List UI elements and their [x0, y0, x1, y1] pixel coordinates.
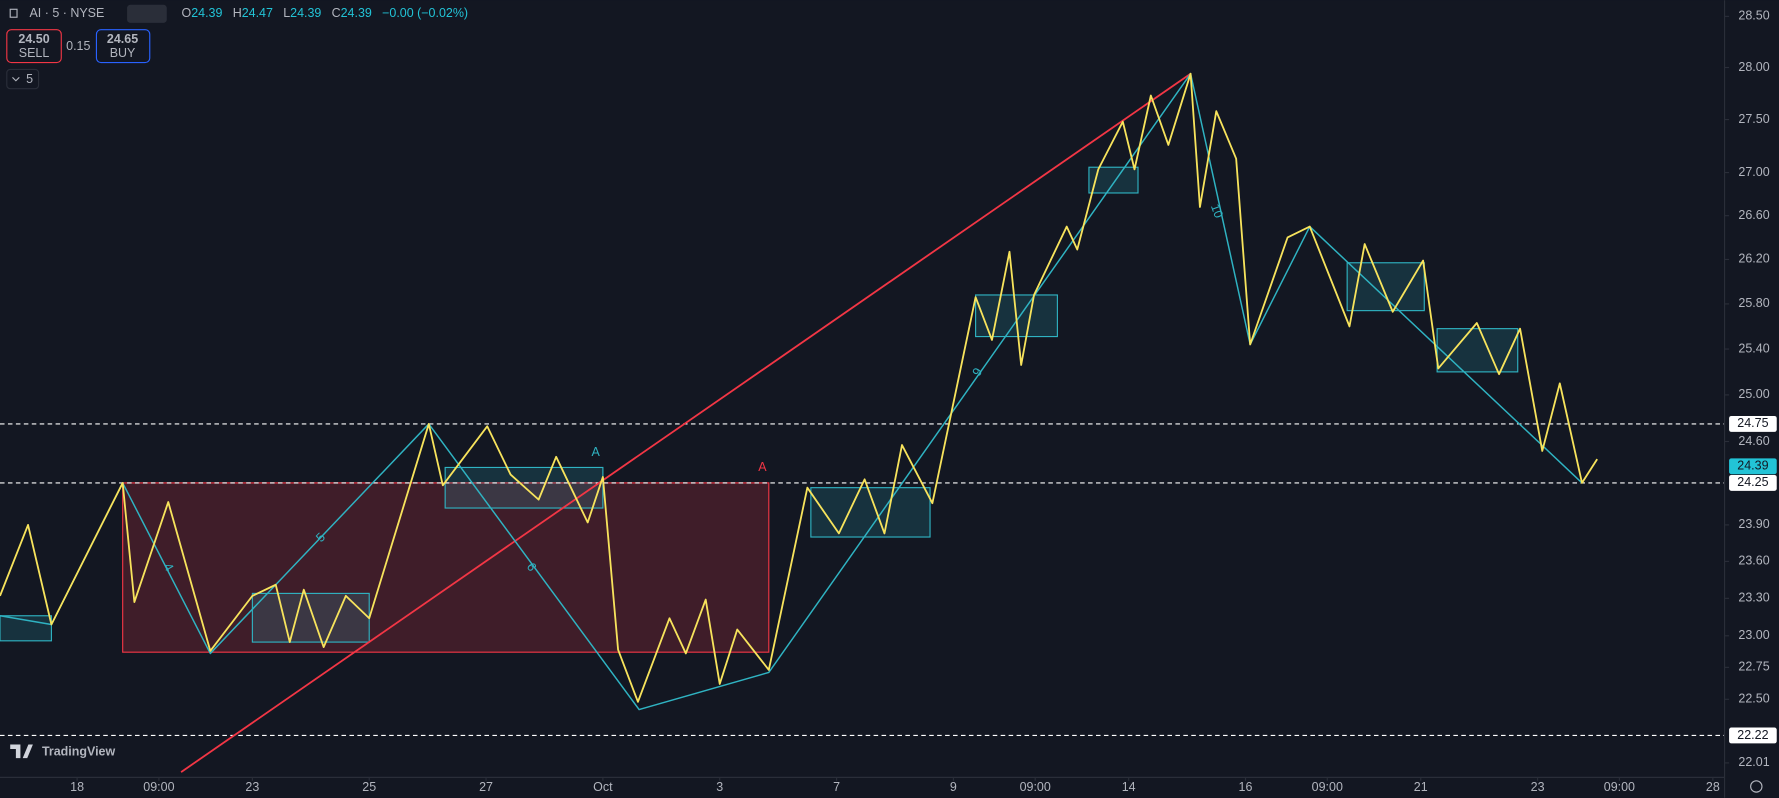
- spread: 0.15: [66, 39, 90, 53]
- y-tick-label: 26.60: [1738, 208, 1769, 222]
- settings-icon[interactable]: [1750, 780, 1763, 793]
- x-tick-label: 09:00: [143, 780, 174, 794]
- ohlc-value: 24.47: [242, 6, 273, 20]
- x-tick-label: 14: [1122, 780, 1136, 794]
- x-tick-label: Oct: [593, 780, 613, 794]
- x-tick-label: 18: [70, 780, 84, 794]
- x-tick-label: 28: [1706, 780, 1720, 794]
- ohlc-key: H: [233, 6, 242, 20]
- x-tick-label: 27: [479, 780, 493, 794]
- logo: TradingView: [42, 745, 116, 759]
- x-tick-label: 3: [716, 780, 723, 794]
- y-tick-label: 25.80: [1738, 296, 1769, 310]
- zigzag-line: [0, 72, 1598, 703]
- price-tag: [1729, 458, 1777, 475]
- x-tick-label: 7: [833, 780, 840, 794]
- y-tick-label: 25.00: [1738, 387, 1769, 401]
- trend-line: [180, 72, 1192, 773]
- x-tick-label: 21: [1414, 780, 1428, 794]
- y-tick-label: 28.50: [1738, 9, 1769, 23]
- x-tick-label: 16: [1239, 780, 1253, 794]
- logo-icon: [10, 744, 33, 759]
- y-tick-label: 24.60: [1738, 434, 1769, 448]
- y-tick-label: 27.50: [1738, 112, 1769, 126]
- menu-icon[interactable]: [9, 8, 18, 18]
- interval: 5: [26, 72, 33, 86]
- y-tick-label: 23.30: [1738, 591, 1769, 605]
- wave-label: 10: [1208, 202, 1226, 220]
- y-tick-label: 23.90: [1738, 517, 1769, 531]
- y-tick-label: 23.60: [1738, 554, 1769, 568]
- sell-label: SELL: [19, 46, 50, 60]
- level-label: 24.25: [1737, 475, 1768, 489]
- box: [251, 592, 370, 643]
- price-label: 24.39: [1737, 459, 1768, 473]
- box: [1088, 166, 1139, 194]
- y-tick-label: 22.50: [1738, 692, 1769, 706]
- box: [1346, 262, 1425, 312]
- symbol[interactable]: AI · 5 · NYSE: [29, 6, 104, 20]
- status-badge[interactable]: [127, 4, 167, 23]
- ohlc-key: O: [182, 6, 192, 20]
- x-tick-label: 23: [245, 780, 259, 794]
- x-tick-label: 09:00: [1020, 780, 1051, 794]
- level-label: 22.22: [1737, 728, 1768, 742]
- wave-label: A: [758, 460, 767, 474]
- level-tag: [1729, 416, 1777, 432]
- x-tick-label: 25: [362, 780, 376, 794]
- ohlc-key: L: [283, 6, 290, 20]
- change: −0.00 (−0.02%): [382, 6, 468, 20]
- y-tick-label: 22.75: [1738, 660, 1769, 674]
- interval-toggle[interactable]: [6, 68, 40, 90]
- buy-label: BUY: [110, 46, 136, 60]
- sell-price: 24.50: [18, 32, 49, 46]
- y-tick-label: 23.00: [1738, 628, 1769, 642]
- level-label: 24.75: [1737, 416, 1768, 430]
- level-tag: [1729, 727, 1777, 744]
- level-tag: [1729, 474, 1777, 491]
- ohlc-key: C: [332, 6, 341, 20]
- y-tick-label: 22.01: [1738, 755, 1769, 769]
- x-tick-label: 09:00: [1312, 780, 1343, 794]
- y-tick-label: 28.00: [1738, 60, 1769, 74]
- x-tick-label: 9: [950, 780, 957, 794]
- ohlc-value: 24.39: [341, 6, 372, 20]
- ohlc-value: 24.39: [290, 6, 321, 20]
- buy-price: 24.65: [107, 32, 138, 46]
- buy-button[interactable]: [95, 29, 151, 64]
- x-tick-label: 09:00: [1604, 780, 1635, 794]
- chevron-icon: [12, 76, 20, 82]
- y-tick-label: 25.40: [1738, 341, 1769, 355]
- y-tick-label: 26.20: [1738, 252, 1769, 266]
- y-tick-label: 27.00: [1738, 165, 1769, 179]
- sell-button[interactable]: [6, 29, 62, 64]
- ohlc-value: 24.39: [191, 6, 222, 20]
- wave-label: A: [591, 445, 600, 459]
- box: [1436, 328, 1519, 373]
- x-tick-label: 23: [1531, 780, 1545, 794]
- ohlc: O24.39 H24.47 L24.39 C24.39 −0.00 (−0.02…: [182, 6, 469, 20]
